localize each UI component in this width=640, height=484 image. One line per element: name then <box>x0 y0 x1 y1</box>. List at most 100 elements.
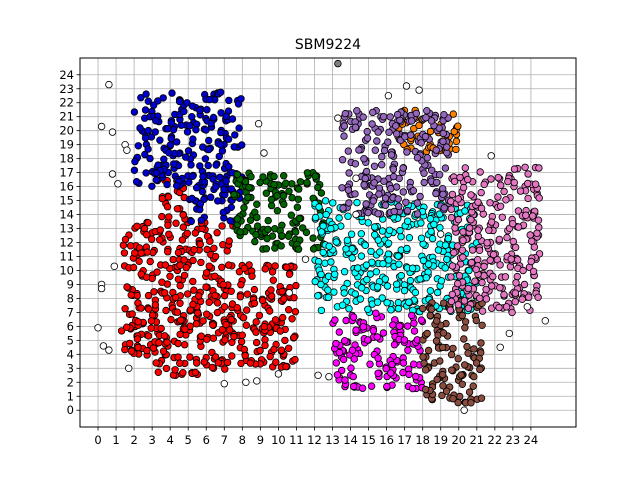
data-point <box>403 206 412 215</box>
data-point <box>190 245 198 254</box>
outlier-point <box>254 119 263 128</box>
data-point <box>181 325 189 333</box>
data-point <box>285 270 294 278</box>
outlier-point <box>505 329 513 338</box>
data-point <box>381 194 390 202</box>
data-point <box>225 163 233 171</box>
data-point <box>160 332 169 340</box>
data-point <box>370 162 379 170</box>
data-point <box>285 187 293 195</box>
data-point <box>213 308 222 317</box>
data-point <box>302 228 311 237</box>
data-point <box>436 210 444 218</box>
outlier-point <box>94 324 102 332</box>
x-tick-label: 23 <box>506 433 521 447</box>
data-point <box>205 298 213 306</box>
data-point <box>163 124 172 133</box>
data-point <box>361 241 369 249</box>
data-point <box>446 306 455 314</box>
data-point <box>393 280 401 288</box>
data-point <box>120 249 129 257</box>
outlier-point <box>415 86 423 94</box>
data-point <box>511 243 520 252</box>
data-point <box>378 152 386 161</box>
y-tick-label: 16 <box>59 180 74 194</box>
data-point <box>440 299 448 307</box>
data-point <box>203 335 211 343</box>
data-point <box>237 359 245 368</box>
outlier-point <box>314 371 322 379</box>
data-point <box>468 246 477 254</box>
y-tick-label: 13 <box>59 222 74 236</box>
data-point <box>204 136 213 145</box>
data-point <box>438 391 446 400</box>
data-point <box>224 135 233 143</box>
data-point <box>332 359 340 367</box>
data-point <box>282 179 290 187</box>
y-tick-label: 14 <box>59 208 74 222</box>
data-point <box>437 277 446 285</box>
data-point <box>291 308 300 316</box>
data-point <box>355 146 363 154</box>
data-point <box>395 202 403 210</box>
data-point <box>143 346 151 355</box>
data-point <box>427 117 436 125</box>
data-point <box>154 368 162 376</box>
data-point <box>486 199 494 207</box>
data-point <box>467 258 476 267</box>
data-point <box>267 201 276 210</box>
outlier-point <box>285 289 293 297</box>
data-point <box>260 323 269 331</box>
data-point <box>196 200 205 208</box>
data-point <box>255 311 264 320</box>
data-point <box>383 299 391 307</box>
data-point <box>180 271 189 280</box>
data-point <box>440 110 448 119</box>
x-tick-label: 14 <box>343 433 358 447</box>
data-point <box>351 190 359 198</box>
data-point <box>390 207 398 216</box>
outlier-point <box>334 114 342 122</box>
data-point <box>177 316 185 324</box>
data-point <box>222 177 230 185</box>
data-point <box>366 360 374 368</box>
data-point <box>172 138 181 146</box>
data-point <box>253 213 261 222</box>
data-point <box>230 143 238 151</box>
data-point <box>271 262 279 270</box>
data-point <box>278 232 286 240</box>
data-point <box>329 199 337 207</box>
data-point <box>155 339 163 347</box>
data-point <box>428 234 437 243</box>
data-point <box>205 95 214 104</box>
data-point <box>413 153 422 162</box>
y-tick-label: 23 <box>59 82 74 96</box>
data-point <box>233 170 241 179</box>
outlier-point <box>242 378 250 386</box>
y-tick-label: 5 <box>67 333 74 347</box>
data-point <box>459 183 468 192</box>
data-point <box>238 331 246 339</box>
data-point <box>373 333 381 341</box>
data-point <box>454 279 462 288</box>
data-point <box>136 124 144 132</box>
data-point <box>247 172 255 181</box>
data-point <box>180 107 188 116</box>
x-tick-label: 12 <box>307 433 322 447</box>
data-point <box>397 232 405 241</box>
data-point <box>440 204 448 212</box>
data-point <box>449 395 457 403</box>
data-point <box>294 245 303 253</box>
outlier-point <box>260 149 268 157</box>
data-point <box>202 283 210 291</box>
data-point <box>146 154 154 163</box>
data-point <box>296 178 305 186</box>
data-point <box>253 222 262 230</box>
data-point <box>410 124 418 133</box>
data-point <box>160 289 169 297</box>
data-point <box>267 286 275 294</box>
data-point <box>220 185 228 194</box>
data-point <box>464 284 472 293</box>
outlier-point <box>487 152 495 160</box>
data-point <box>195 106 204 115</box>
